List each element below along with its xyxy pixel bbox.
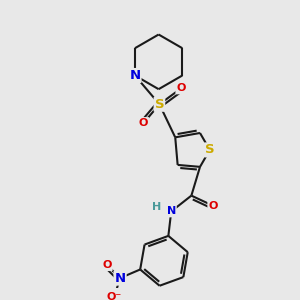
Text: N: N (129, 69, 140, 82)
Text: O: O (102, 260, 112, 270)
Text: S: S (154, 98, 164, 111)
Text: N: N (167, 206, 176, 216)
Text: O: O (208, 201, 218, 211)
Text: H: H (152, 202, 161, 212)
Text: O: O (139, 118, 148, 128)
Text: O: O (176, 83, 186, 93)
Text: O⁻: O⁻ (107, 292, 122, 300)
Text: S: S (205, 143, 214, 156)
Text: N: N (115, 272, 126, 285)
